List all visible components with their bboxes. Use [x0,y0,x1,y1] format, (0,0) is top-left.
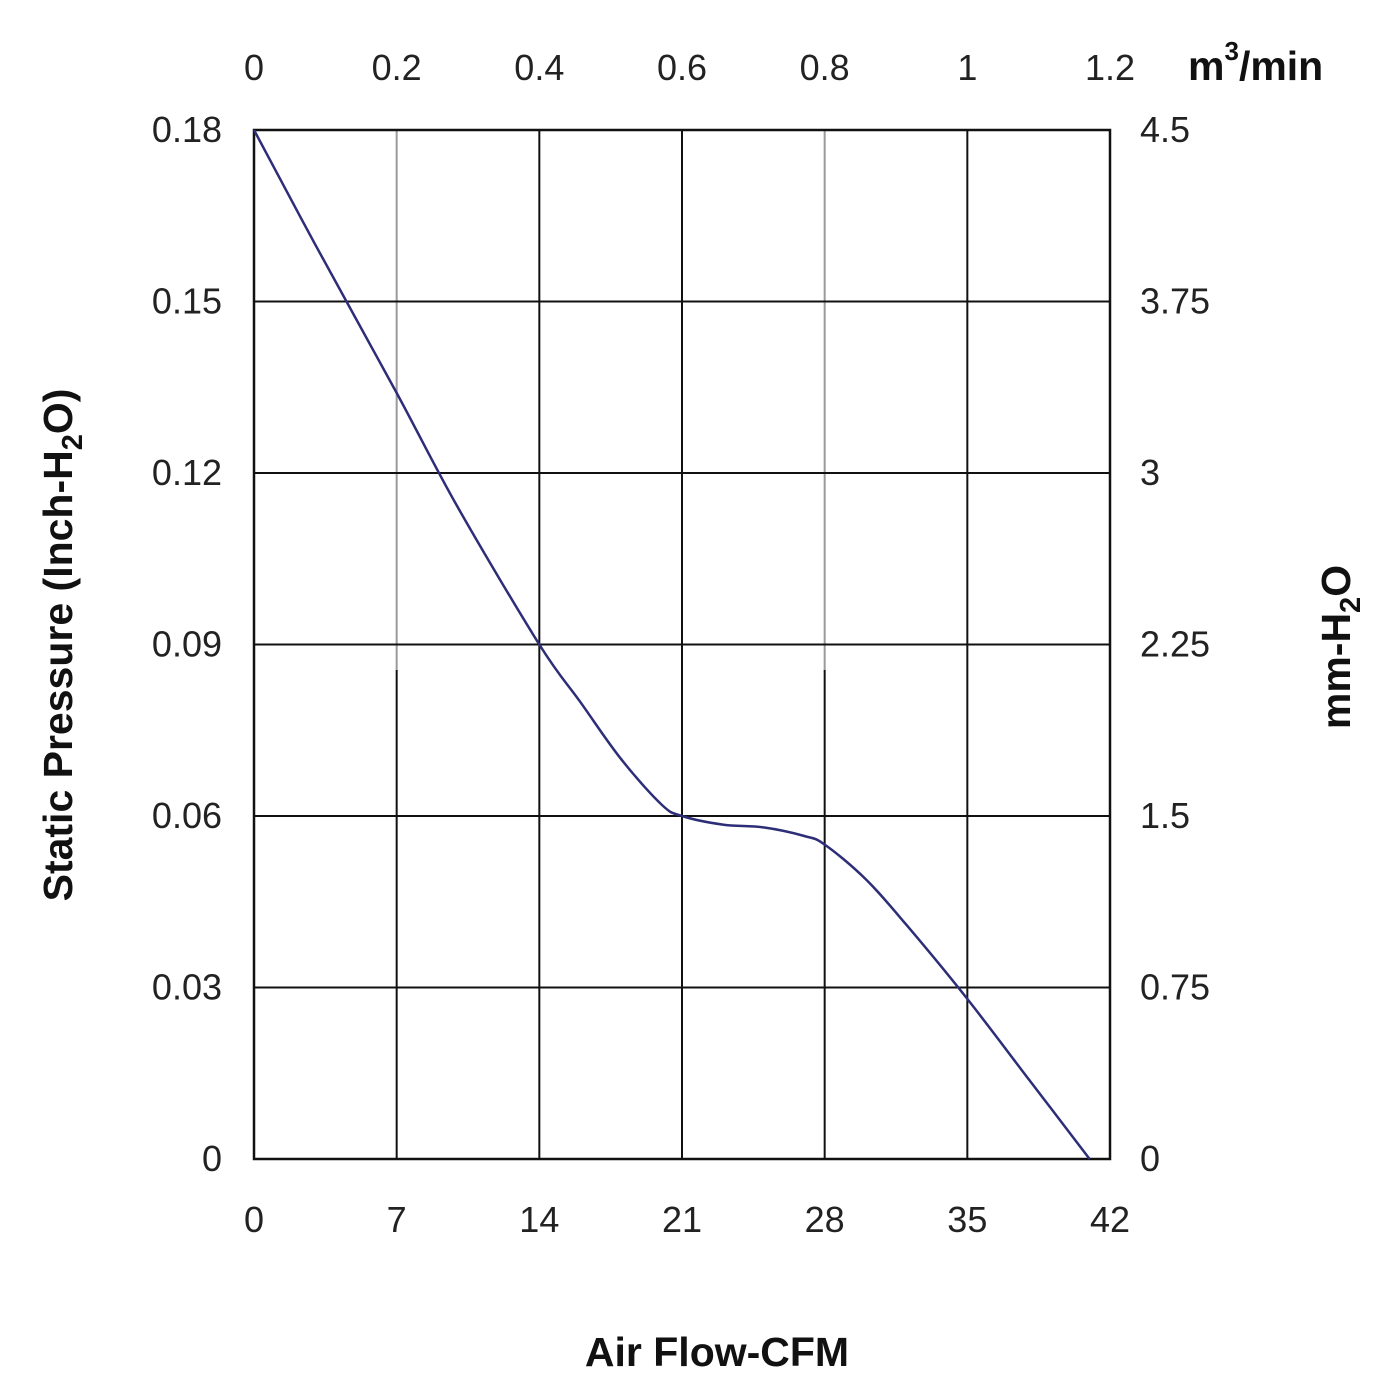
y-tick-label: 0.12 [152,452,222,493]
x-tick-label: 42 [1090,1199,1130,1240]
x2-tick-label: 0 [244,47,264,88]
y-tick-label: 0.18 [152,109,222,150]
x-tick-label: 28 [805,1199,845,1240]
y-tick-label: 0.09 [152,624,222,665]
y2-tick-label: 2.25 [1140,624,1210,665]
x-axis-title: Air Flow-CFM [585,1329,849,1375]
y-axis-title: Static Pressure (Inch-H2O) [35,389,89,902]
tick-labels: 0 7 14 21 28 35 420 0.2 0.4 0.6 0.8 1 1.200.030.060.… [152,47,1210,1240]
x2-tick-label: 0.2 [372,47,422,88]
y-tick-label: 0 [202,1138,222,1179]
y2-tick-label: 3 [1140,452,1160,493]
x-tick-label: 35 [947,1199,987,1240]
x2-tick-label: 1.2 [1085,47,1135,88]
series-line [252,129,1091,1160]
x2-tick-label: 1 [957,47,977,88]
x2-tick-label: 0.4 [514,47,564,88]
x2-tick-label: 0.6 [657,47,707,88]
x-tick-label: 21 [662,1199,702,1240]
y2-tick-label: 1.5 [1140,795,1190,836]
x-tick-label: 14 [519,1199,559,1240]
x2-tick-label: 0.8 [800,47,850,88]
plot-frame [252,128,1112,1161]
y-tick-label: 0.06 [152,795,222,836]
y-tick-label: 0.03 [152,967,222,1008]
y-tick-label: 0.15 [152,281,222,322]
x-tick-label: 7 [387,1199,407,1240]
y2-tick-label: 3.75 [1140,281,1210,322]
y2-tick-label: 0.75 [1140,967,1210,1008]
grid [254,130,1110,1159]
x-tick-label: 0 [244,1199,264,1240]
y2-axis-title: mm-H2O [1313,565,1367,729]
y2-tick-label: 0 [1140,1138,1160,1179]
y2-tick-label: 4.5 [1140,109,1190,150]
x2-axis-title: m3/min [1188,36,1323,89]
